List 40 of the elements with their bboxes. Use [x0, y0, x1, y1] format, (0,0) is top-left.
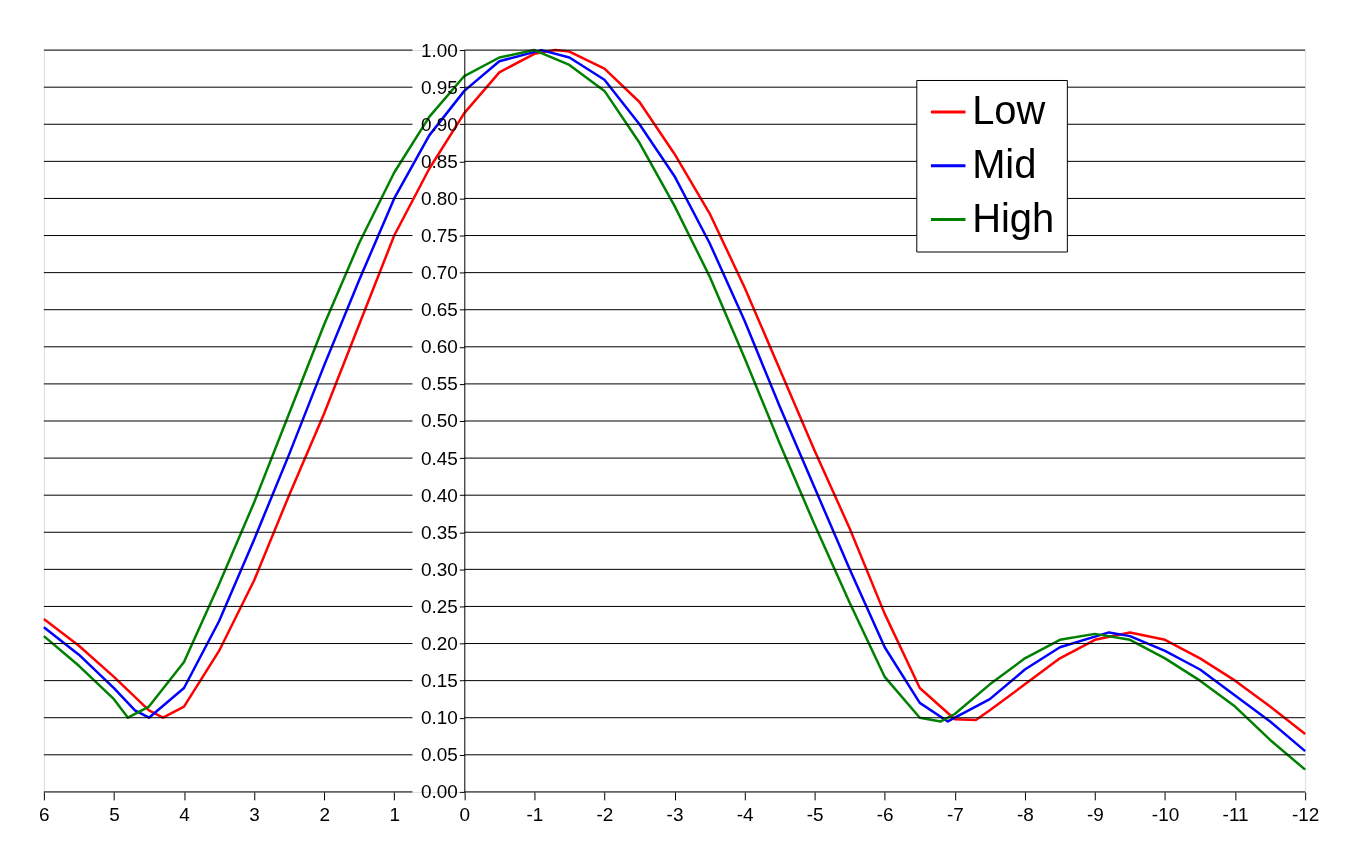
x-tick-label: 1 [389, 804, 400, 826]
x-tick-label: -4 [736, 804, 754, 826]
x-tick-label: 2 [319, 804, 330, 826]
x-tick-label: 5 [109, 804, 120, 826]
x-tick-label: -1 [526, 804, 544, 826]
x-tick-label: -12 [1291, 804, 1320, 826]
x-tick-label: -5 [806, 804, 824, 826]
x-tick-label: -7 [946, 804, 964, 826]
legend-label: Low [972, 87, 1046, 132]
y-tick-label: 0.65 [420, 299, 458, 321]
legend-label: High [972, 195, 1055, 240]
y-tick-label: 0.05 [420, 744, 458, 766]
x-tick-label: 4 [179, 804, 190, 826]
y-tick-label: 0.10 [420, 707, 458, 729]
y-tick-label: 0.70 [420, 262, 458, 284]
legend-label: Mid [972, 141, 1037, 186]
x-tick-label: 3 [249, 804, 260, 826]
y-tick-label: 0.00 [420, 781, 458, 803]
y-tick-label: 0.55 [420, 373, 458, 395]
x-tick-label: -2 [596, 804, 614, 826]
x-tick-label: 6 [39, 804, 50, 826]
y-tick-label: 0.40 [420, 484, 458, 506]
y-tick-label: 0.15 [420, 670, 458, 692]
y-tick-label: 0.75 [420, 225, 458, 247]
y-tick-label: 1.00 [420, 39, 458, 61]
y-tick-label: 0.45 [420, 447, 458, 469]
y-tick-label: 0.80 [420, 187, 458, 209]
y-tick-label: 0.50 [420, 410, 458, 432]
x-tick-label: -11 [1222, 804, 1249, 826]
y-tick-label: 0.60 [420, 336, 458, 358]
x-tick-label: 0 [459, 804, 471, 826]
x-tick-label: -10 [1151, 804, 1180, 826]
y-tick-label: 0.35 [420, 521, 458, 543]
y-tick-label: 0.25 [420, 595, 458, 617]
x-tick-label: -8 [1016, 804, 1034, 826]
y-tick-label: 0.20 [420, 633, 458, 655]
x-tick-label: -3 [666, 804, 684, 826]
y-tick-label: 0.30 [420, 558, 458, 580]
x-tick-label: -9 [1087, 804, 1104, 826]
x-tick-label: -6 [876, 804, 894, 826]
